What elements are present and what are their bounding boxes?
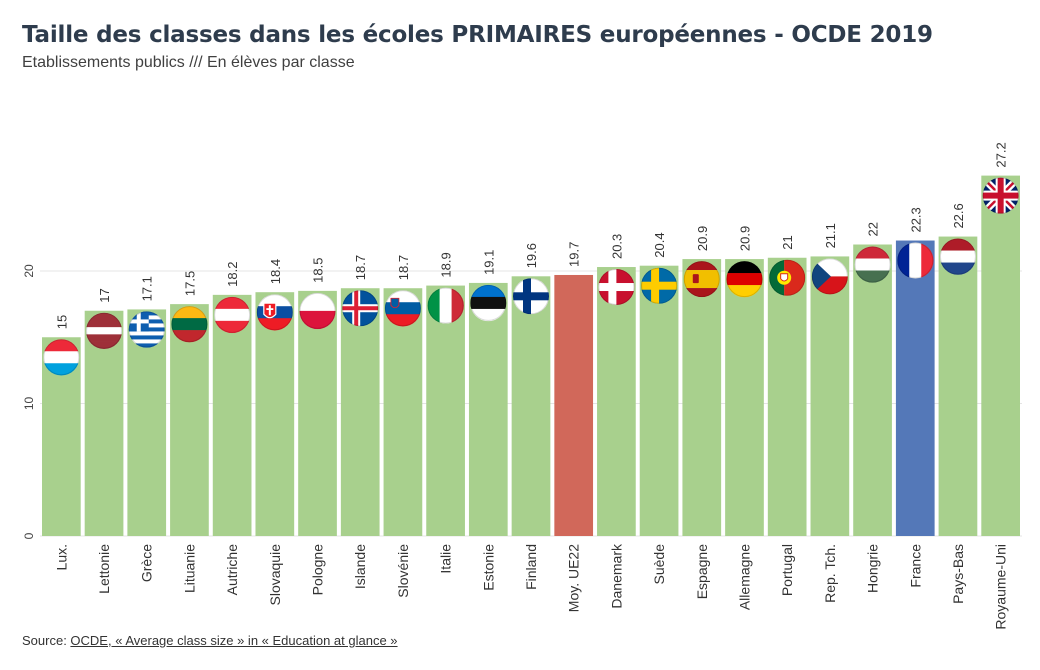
category-label: Lux. <box>53 544 69 570</box>
source-prefix: Source: <box>22 633 71 648</box>
y-tick-label: 0 <box>22 532 36 539</box>
lu-flag-icon <box>43 339 80 376</box>
bar <box>298 290 337 536</box>
value-label: 21.1 <box>823 223 838 248</box>
gb-flag-icon <box>982 177 1019 214</box>
value-label: 22 <box>866 222 881 236</box>
category-label: Lettonie <box>96 544 112 594</box>
value-label: 20.9 <box>695 226 710 251</box>
value-label: 19.6 <box>524 243 539 268</box>
value-label: 17.1 <box>140 276 155 301</box>
source-note: Source: OCDE, « Average class size » in … <box>22 633 398 648</box>
value-label: 20.4 <box>652 232 667 257</box>
category-label: Rep. Tch. <box>822 544 838 603</box>
it-flag-icon <box>427 287 464 324</box>
category-label: Hongrie <box>865 544 881 593</box>
bar <box>511 276 551 536</box>
value-label: 20.3 <box>609 234 624 259</box>
value-label: 21 <box>780 235 795 249</box>
category-label: Slovaquie <box>267 544 283 606</box>
category-label: Pologne <box>310 544 326 596</box>
category-label: Suède <box>651 544 667 585</box>
pt-flag-icon <box>769 259 806 296</box>
bar <box>426 285 465 536</box>
se-flag-icon <box>641 267 678 304</box>
value-label: 18.7 <box>396 255 411 280</box>
category-label: Espagne <box>694 544 710 599</box>
category-label: France <box>907 544 923 588</box>
y-tick-label: 20 <box>22 264 36 278</box>
de-flag-icon <box>726 261 763 298</box>
si-flag-icon <box>384 290 421 327</box>
category-label: Grèce <box>139 544 155 582</box>
bar <box>853 244 892 536</box>
value-label: 18.5 <box>311 258 326 283</box>
bar <box>170 304 209 536</box>
ee-flag-icon <box>470 284 507 322</box>
category-label: Lituanie <box>181 544 197 593</box>
fr-flag-icon <box>897 242 934 279</box>
bar <box>682 259 722 536</box>
fi-flag-icon <box>513 278 549 315</box>
sk-flag-icon <box>256 294 293 331</box>
dk-flag-icon <box>598 269 635 306</box>
value-label: 18.4 <box>268 259 283 284</box>
category-label: Portugal <box>779 544 795 596</box>
chart-title: Taille des classes dans les écoles PRIMA… <box>22 22 933 48</box>
bar <box>212 294 252 536</box>
category-label: Islande <box>352 544 368 589</box>
value-label: 19.7 <box>567 242 582 267</box>
bar <box>597 267 636 536</box>
category-label: Italie <box>438 544 454 574</box>
value-label: 20.9 <box>737 226 752 251</box>
value-label: 18.7 <box>353 255 368 280</box>
value-label: 18.2 <box>225 262 240 287</box>
category-label: Estonie <box>480 544 496 591</box>
category-label: Royaume-Uni <box>993 544 1009 630</box>
bar <box>383 288 423 536</box>
value-label: 22.3 <box>908 207 923 232</box>
value-label: 18.9 <box>439 252 454 277</box>
value-label: 27.2 <box>994 142 1009 167</box>
bar <box>255 292 295 536</box>
value-label: 17 <box>97 288 112 302</box>
hu-flag-icon <box>854 246 891 283</box>
value-label: 19.1 <box>481 250 496 275</box>
lv-flag-icon <box>86 312 123 350</box>
source-link[interactable]: OCDE, « Average class size » in « Educat… <box>70 633 398 648</box>
bar <box>981 175 1020 536</box>
category-label: Moy. UE22 <box>566 544 582 612</box>
es-flag-icon <box>683 261 720 298</box>
category-label: Slovénie <box>395 544 411 598</box>
category-label: Danemark <box>608 543 624 609</box>
chart-subtitle: Etablissements publics /// En élèves par… <box>22 54 355 71</box>
category-label: Finland <box>523 544 539 590</box>
bar <box>938 236 978 537</box>
value-label: 22.6 <box>951 203 966 228</box>
bar <box>639 265 679 536</box>
is-flag-icon <box>342 290 379 327</box>
value-label: 17.5 <box>182 271 197 296</box>
bar <box>725 259 764 536</box>
category-label: Pays-Bas <box>950 544 966 604</box>
pl-flag-icon <box>299 292 336 330</box>
bar <box>810 256 850 536</box>
bar <box>554 274 594 536</box>
value-label: 15 <box>54 315 69 329</box>
y-tick-label: 10 <box>22 397 36 411</box>
bar <box>895 240 935 536</box>
category-label: Autriche <box>224 544 240 596</box>
category-label: Allemagne <box>736 544 752 610</box>
nl-flag-icon <box>939 238 976 275</box>
at-flag-icon <box>214 296 251 334</box>
cz-flag-icon <box>811 258 848 295</box>
bar <box>767 257 807 536</box>
bar <box>340 288 380 536</box>
bar <box>468 282 508 536</box>
gr-flag-icon <box>128 311 165 348</box>
lt-flag-icon <box>171 306 208 343</box>
